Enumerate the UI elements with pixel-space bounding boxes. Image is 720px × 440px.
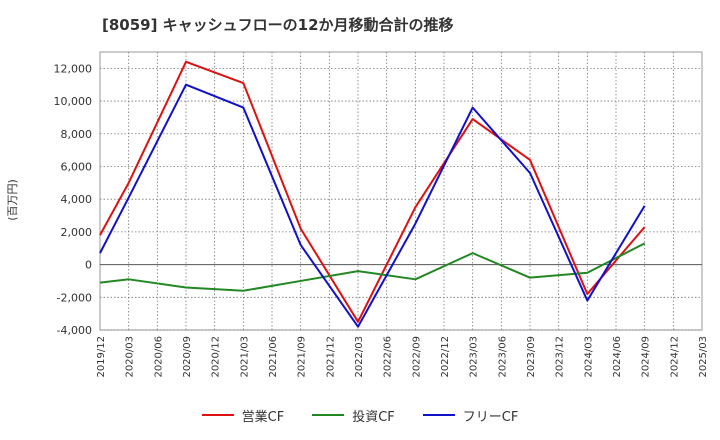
x-tick-label: 2022/06: [383, 336, 394, 378]
y-axis-label: (百万円): [6, 179, 19, 221]
legend-swatch: [422, 414, 455, 416]
x-tick-label: 2022/12: [440, 336, 451, 378]
y-tick-label: -4,000: [57, 324, 92, 337]
y-tick-label: 12,000: [54, 62, 93, 75]
axis-labels: 2019/12 2020/03 2020/06 2020/09 2020/12 2021/…: [54, 62, 710, 377]
x-tick-label: 2024/03: [583, 336, 594, 378]
legend-swatch: [312, 414, 345, 416]
legend-swatch: [201, 414, 234, 416]
plot-background: [99, 51, 703, 331]
y-tick-label: 10,000: [54, 95, 93, 108]
legend-label: 投資CF: [352, 409, 395, 425]
y-tick-label: 2,000: [61, 226, 93, 239]
y-tick-label: -2,000: [57, 291, 92, 304]
x-tick-label: 2022/03: [354, 336, 365, 378]
x-tick-label: 2021/06: [268, 336, 279, 378]
legend-item: 投資CF: [312, 406, 395, 425]
y-tick-label: 6,000: [61, 160, 93, 173]
grid-lines: [100, 52, 702, 331]
x-tick-label: 2023/03: [469, 336, 480, 378]
x-tick-label: 2022/09: [411, 336, 422, 378]
x-tick-label: 2024/12: [669, 336, 680, 378]
x-tick-label: 2023/09: [526, 336, 537, 378]
y-tick-label: 0: [85, 259, 92, 272]
x-tick-label: 2020/06: [153, 336, 164, 378]
x-tick-label: 2019/12: [96, 336, 107, 378]
x-tick-label: 2024/09: [641, 336, 652, 378]
chart-title: [8059] キャッシュフローの12か月移動合計の推移: [102, 16, 454, 34]
series-line: [99, 60, 646, 323]
series-lines: [99, 60, 646, 328]
x-tick-label: 2024/06: [612, 336, 623, 378]
x-tick-label: 2025/03: [698, 336, 709, 378]
legend: 営業CF 投資CF フリーCF: [0, 404, 720, 426]
x-tick-label: 2021/09: [297, 336, 308, 378]
x-tick-label: 2020/12: [211, 336, 222, 378]
y-tick-label: 4,000: [61, 193, 93, 206]
x-tick-label: 2020/03: [125, 336, 136, 378]
x-tick-label: 2021/12: [325, 336, 336, 378]
legend-item: フリーCF: [422, 406, 519, 425]
x-tick-label: 2023/06: [497, 336, 508, 378]
series-line: [99, 242, 646, 292]
legend-item: 営業CF: [201, 406, 285, 425]
x-tick-label: 2020/09: [182, 336, 193, 378]
x-tick-label: 2021/03: [239, 336, 250, 378]
series-line: [99, 83, 646, 328]
legend-label: フリーCF: [462, 409, 519, 425]
y-tick-label: 8,000: [61, 128, 93, 141]
legend-label: 営業CF: [241, 409, 285, 425]
x-tick-label: 2023/12: [555, 336, 566, 378]
